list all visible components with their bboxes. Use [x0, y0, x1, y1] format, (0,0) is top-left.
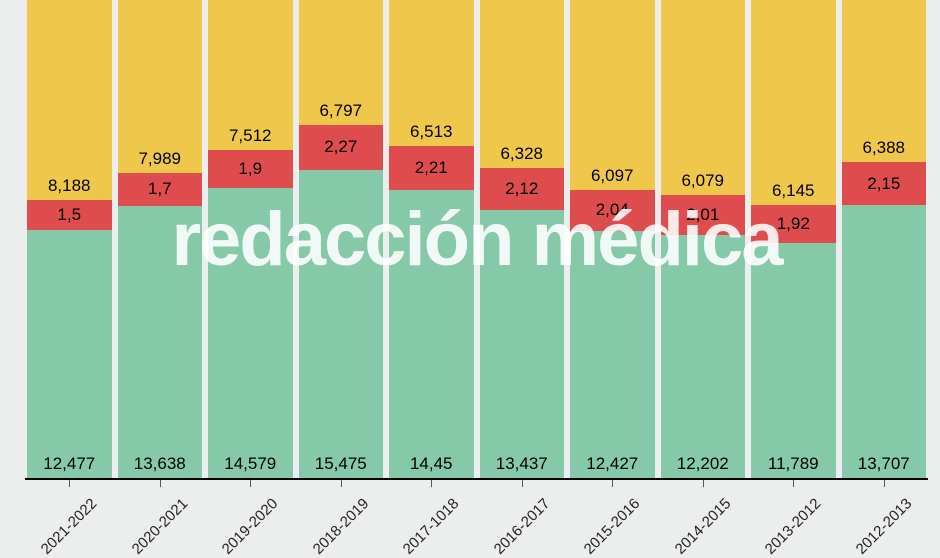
bar-segment-green [299, 170, 384, 478]
bar-segment-yellow [751, 0, 836, 205]
bar-column: 13,638 1,7 7,989 [118, 0, 203, 478]
bar-segment-yellow [27, 0, 112, 200]
value-label-yellow: 6,079 [661, 172, 746, 189]
value-label-yellow: 6,145 [751, 182, 836, 199]
value-label-green: 12,202 [661, 455, 746, 472]
bar-segment-green [661, 235, 746, 478]
bar-segment-yellow [480, 0, 565, 168]
x-axis-label: 2015-2016 [581, 495, 644, 558]
x-tick: 2015-2016 [570, 480, 655, 558]
tick-mark [612, 480, 613, 487]
value-label-green: 13,437 [480, 455, 565, 472]
value-label-red: 2,01 [661, 206, 746, 223]
bar-column: 13,707 2,15 6,388 [842, 0, 927, 478]
x-tick: 2013-2012 [751, 480, 836, 558]
bar-segment-yellow [661, 0, 746, 195]
tick-mark [69, 480, 70, 487]
value-label-yellow: 6,513 [389, 123, 474, 140]
value-label-red: 2,21 [389, 159, 474, 176]
value-label-red: 2,15 [842, 175, 927, 192]
x-tick: 2014-2015 [661, 480, 746, 558]
chart-frame: 12,477 1,5 8,188 13,638 1,7 7,989 14,579 1,9 7,5… [0, 0, 940, 558]
x-axis-label: 2018-2019 [309, 495, 372, 558]
tick-mark [431, 480, 432, 487]
value-label-green: 15,475 [299, 455, 384, 472]
value-label-yellow: 6,097 [570, 167, 655, 184]
value-label-red: 1,7 [118, 180, 203, 197]
value-label-yellow: 7,989 [118, 150, 203, 167]
x-axis-label: 2012-2013 [852, 495, 915, 558]
tick-mark [522, 480, 523, 487]
value-label-green: 14,45 [389, 455, 474, 472]
x-axis-label: 2017-1018 [400, 495, 463, 558]
bar-column: 13,437 2,12 6,328 [480, 0, 565, 478]
value-label-green: 12,427 [570, 455, 655, 472]
bar-segment-green [480, 210, 565, 478]
value-label-green: 13,707 [842, 455, 927, 472]
x-tick: 2020-2021 [118, 480, 203, 558]
x-axis-label: 2020-2021 [128, 495, 191, 558]
x-axis-label: 2014-2015 [671, 495, 734, 558]
bar-column: 14,579 1,9 7,512 [208, 0, 293, 478]
value-label-yellow: 8,188 [27, 177, 112, 194]
tick-mark [793, 480, 794, 487]
bar-column: 12,477 1,5 8,188 [27, 0, 112, 478]
bar-segment-green [118, 206, 203, 478]
x-tick: 2017-1018 [389, 480, 474, 558]
tick-mark [160, 480, 161, 487]
bar-group: 12,477 1,5 8,188 13,638 1,7 7,989 14,579 1,9 7,5… [25, 0, 928, 478]
x-tick: 2018-2019 [299, 480, 384, 558]
x-axis-label: 2016-2017 [490, 495, 553, 558]
x-tick: 2012-2013 [842, 480, 927, 558]
x-tick: 2016-2017 [480, 480, 565, 558]
bar-segment-green [389, 190, 474, 478]
bar-segment-green [570, 231, 655, 479]
tick-mark [884, 480, 885, 487]
value-label-red: 1,5 [27, 206, 112, 223]
tick-mark [250, 480, 251, 487]
x-axis-label: 2019-2020 [219, 495, 282, 558]
bar-column: 12,202 2,01 6,079 [661, 0, 746, 478]
x-tick: 2019-2020 [208, 480, 293, 558]
value-label-yellow: 6,797 [299, 102, 384, 119]
value-label-yellow: 7,512 [208, 127, 293, 144]
tick-mark [703, 480, 704, 487]
value-label-red: 1,92 [751, 215, 836, 232]
bar-column: 11,789 1,92 6,145 [751, 0, 836, 478]
value-label-yellow: 6,328 [480, 145, 565, 162]
x-axis-label: 2021-2022 [38, 495, 101, 558]
bar-segment-green [842, 205, 927, 478]
bar-column: 14,45 2,21 6,513 [389, 0, 474, 478]
bar-segment-green [208, 188, 293, 478]
value-label-green: 14,579 [208, 455, 293, 472]
x-axis: 2021-2022 2020-2021 2019-2020 2018-2019 2017… [25, 480, 928, 558]
bar-segment-green [751, 243, 836, 478]
bar-column: 15,475 2,27 6,797 [299, 0, 384, 478]
value-label-green: 12,477 [27, 455, 112, 472]
value-label-yellow: 6,388 [842, 139, 927, 156]
bar-segment-green [27, 230, 112, 479]
bar-segment-yellow [118, 0, 203, 173]
value-label-red: 1,9 [208, 160, 293, 177]
value-label-red: 2,04 [570, 201, 655, 218]
bar-column: 12,427 2,04 6,097 [570, 0, 655, 478]
value-label-green: 13,638 [118, 455, 203, 472]
bar-segment-yellow [570, 0, 655, 190]
plot-area: 12,477 1,5 8,188 13,638 1,7 7,989 14,579 1,9 7,5… [25, 0, 928, 480]
value-label-red: 2,27 [299, 138, 384, 155]
x-axis-label: 2013-2012 [762, 495, 825, 558]
value-label-red: 2,12 [480, 180, 565, 197]
x-tick: 2021-2022 [27, 480, 112, 558]
value-label-green: 11,789 [751, 455, 836, 472]
tick-mark [341, 480, 342, 487]
